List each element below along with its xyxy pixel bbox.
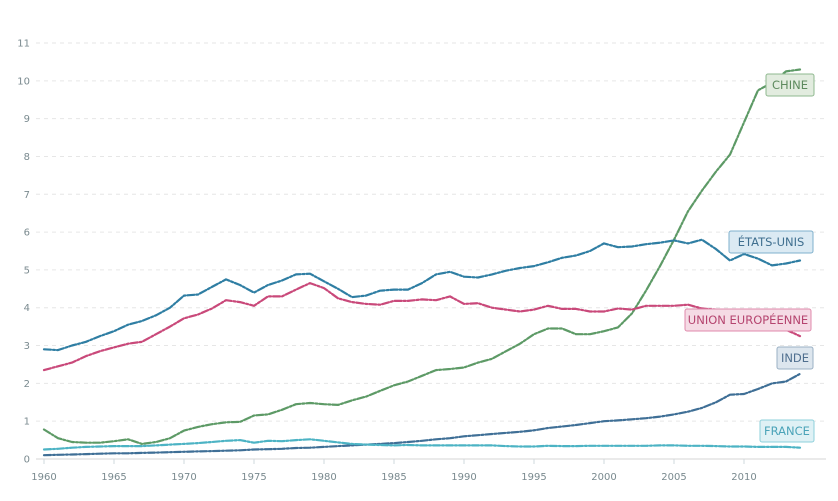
x-tick-label-1965: 1965 <box>101 472 126 483</box>
series-label-box <box>765 73 815 97</box>
series-label--tats-unis[interactable]: ÉTATS-UNIS <box>728 230 814 254</box>
y-tick-label-11: 11 <box>17 39 30 50</box>
y-tick-label-9: 9 <box>24 114 30 125</box>
series-label-box <box>684 308 812 332</box>
y-axis-ticks: 0 1 2 3 4 5 6 7 8 9 10 11 <box>17 39 30 466</box>
series-line-inde[interactable] <box>42 372 802 457</box>
y-tick-label-5: 5 <box>24 265 30 276</box>
y-tick-label-6: 6 <box>24 228 30 239</box>
y-tick-label-3: 3 <box>24 341 30 352</box>
grid-layer <box>36 42 826 460</box>
series-label-box <box>728 230 814 254</box>
y-tick-label-7: 7 <box>24 190 30 201</box>
series-label-text: UNION EUROPÉENNE <box>688 312 808 327</box>
x-axis-ticks: 1960 1965 1970 1975 1980 1985 1990 1995 2000 2005… <box>31 459 757 483</box>
x-tick-label-1990: 1990 <box>451 472 476 483</box>
series-label-france[interactable]: FRANCE <box>759 419 815 443</box>
x-tick-label-2010: 2010 <box>731 472 756 483</box>
series-line-union-europ-enne[interactable] <box>42 282 802 372</box>
x-tick-label-1960: 1960 <box>31 472 56 483</box>
x-tick-label-2000: 2000 <box>591 472 616 483</box>
x-tick-label-1985: 1985 <box>381 472 406 483</box>
series-label-inde[interactable]: INDE <box>776 346 814 370</box>
y-tick-label-1: 1 <box>24 417 30 428</box>
series-label-text: ÉTATS-UNIS <box>738 234 805 249</box>
y-tick-label-2: 2 <box>24 379 30 390</box>
x-tick-label-1995: 1995 <box>521 472 546 483</box>
y-tick-label-8: 8 <box>24 152 30 163</box>
x-tick-label-1980: 1980 <box>311 472 336 483</box>
series-line--tats-unis[interactable] <box>42 238 802 352</box>
series-label-text: FRANCE <box>764 424 810 438</box>
x-tick-label-1970: 1970 <box>171 472 196 483</box>
series-label-chine[interactable]: CHINE <box>765 73 815 97</box>
x-tick-label-1975: 1975 <box>241 472 266 483</box>
y-tick-label-10: 10 <box>17 76 30 87</box>
series-label-union-europ-enne[interactable]: UNION EUROPÉENNE <box>684 308 812 332</box>
series-label-text: INDE <box>781 351 809 365</box>
series-label-box <box>776 346 814 370</box>
series-line-france[interactable] <box>42 438 802 451</box>
series-layer <box>42 68 802 457</box>
series-label-box <box>759 419 815 443</box>
y-tick-label-4: 4 <box>24 303 30 314</box>
y-tick-label-0: 0 <box>24 455 30 466</box>
x-tick-label-2005: 2005 <box>661 472 686 483</box>
series-label-text: CHINE <box>772 78 808 92</box>
series-line-chine[interactable] <box>42 68 802 445</box>
series-label-layer: CHINE ÉTATS-UNIS UNION EUROPÉENNE INDE FRANC… <box>684 73 815 443</box>
